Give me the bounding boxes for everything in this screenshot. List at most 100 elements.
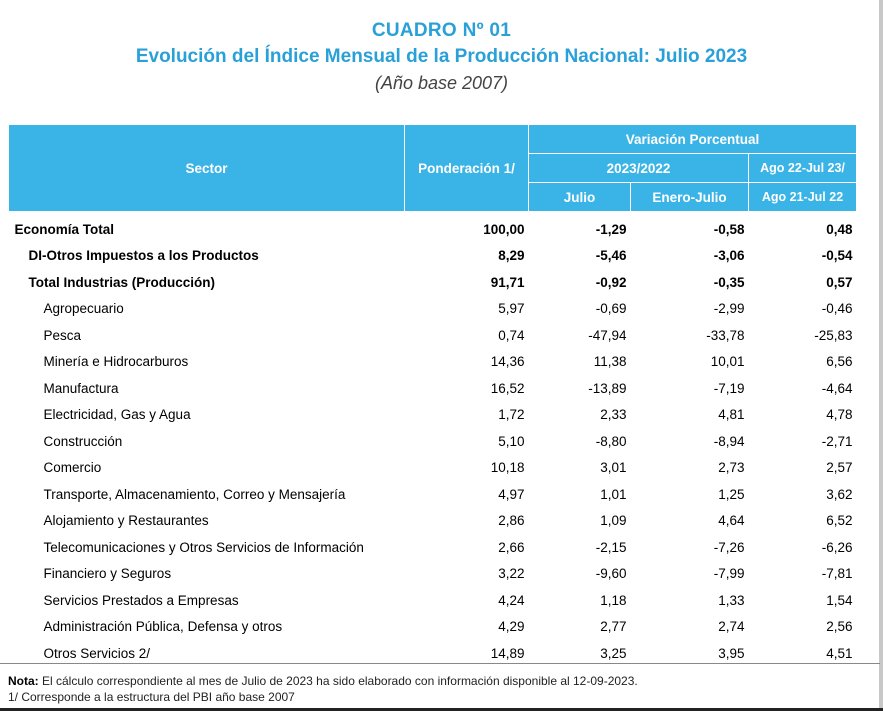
row-ponderacion: 0,74	[498, 327, 525, 343]
row-ponderacion: 91,71	[490, 274, 525, 290]
row-enero-julio: -0,58	[713, 221, 745, 237]
header-variacion: Variación Porcentual	[527, 124, 858, 154]
row-anual: 3,62	[826, 486, 853, 502]
row-ponderacion: 5,10	[498, 433, 525, 449]
row-ponderacion: 14,36	[490, 354, 525, 370]
row-sector: Transporte, Almacenamiento, Correo y Men…	[43, 486, 346, 502]
row-enero-julio: 3,95	[718, 645, 745, 661]
row-anual: -6,26	[821, 539, 853, 555]
row-enero-julio: -7,19	[713, 380, 745, 396]
row-ponderacion: 2,66	[498, 539, 525, 555]
table-body: Economía Total 100,00 -1,29 -0,58 0,48 D…	[9, 212, 857, 667]
row-enero-julio: 2,73	[718, 460, 745, 476]
row-sector: Comercio	[43, 460, 102, 476]
row-julio: -8,80	[595, 433, 627, 449]
row-anual: 6,52	[826, 513, 853, 529]
row-julio: -1,29	[595, 221, 627, 237]
row-ponderacion: 4,24	[498, 592, 525, 608]
row-enero-julio: 1,33	[718, 592, 745, 608]
row-julio: -5,46	[595, 248, 627, 264]
row-julio: 11,38	[593, 354, 627, 370]
table-row: Transporte, Almacenamiento, Correo y Men…	[9, 481, 857, 508]
table-row: Otros Servicios 2/ 14,89 3,25 3,95 4,51	[9, 640, 857, 667]
table-row: Total Industrias (Producción) 91,71 -0,9…	[9, 269, 857, 296]
row-ponderacion: 5,97	[498, 301, 525, 317]
row-ponderacion: 2,86	[498, 513, 525, 529]
notes-block: Nota: El cálculo correspondiente al mes …	[8, 673, 638, 705]
row-julio: 2,33	[600, 407, 627, 423]
row-sector: Financiero y Seguros	[43, 566, 172, 582]
row-julio: -0,92	[595, 274, 627, 290]
row-sector: Electricidad, Gas y Agua	[43, 407, 191, 423]
header-julio: Julio	[528, 182, 631, 212]
page-right-edge	[879, 0, 883, 711]
row-sector: Agropecuario	[43, 301, 124, 317]
table-row: Pesca 0,74 -47,94 -33,78 -25,83	[9, 322, 857, 349]
row-anual: 6,56	[826, 354, 853, 370]
data-table: Sector Ponderación 1/ Variación Porcentu…	[8, 124, 858, 667]
table-row: Servicios Prestados a Empresas 4,24 1,18…	[9, 587, 857, 614]
row-enero-julio: -33,78	[706, 327, 745, 343]
row-sector: Construcción	[43, 433, 123, 449]
row-julio: 2,77	[600, 619, 627, 635]
row-julio: 1,09	[600, 513, 627, 529]
table-title: Evolución del Índice Mensual de la Produ…	[135, 46, 748, 67]
row-anual: -0,46	[821, 301, 853, 317]
row-anual: 1,54	[826, 592, 853, 608]
row-sector: Manufactura	[43, 380, 119, 396]
row-ponderacion: 4,29	[498, 619, 525, 635]
row-anual: 0,48	[826, 221, 853, 237]
row-enero-julio: 1,25	[718, 486, 745, 502]
row-julio: -13,89	[588, 380, 627, 396]
table-row: Agropecuario 5,97 -0,69 -2,99 -0,46	[9, 296, 857, 323]
row-sector: Telecomunicaciones y Otros Servicios de …	[43, 539, 364, 555]
row-ponderacion: 8,29	[498, 248, 525, 264]
row-julio: -47,94	[588, 327, 627, 343]
row-julio: 3,01	[600, 460, 627, 476]
header-annual-top: Ago 22-Jul 23/	[747, 153, 858, 183]
table-row: DI-Otros Impuestos a los Productos 8,29 …	[9, 243, 857, 270]
row-anual: 4,51	[826, 645, 853, 661]
table-row: Telecomunicaciones y Otros Servicios de …	[9, 534, 857, 561]
table-row: Electricidad, Gas y Agua 1,72 2,33 4,81 …	[9, 402, 857, 429]
table-row: Minería e Hidrocarburos 14,36 11,38 10,0…	[9, 349, 857, 376]
row-anual: 2,56	[826, 619, 853, 635]
row-enero-julio: -0,35	[713, 274, 745, 290]
row-sector: Economía Total	[14, 221, 115, 237]
table-row: Comercio 10,18 3,01 2,73 2,57	[9, 455, 857, 482]
row-sector: Administración Pública, Defensa y otros	[43, 619, 283, 635]
table-header: Sector Ponderación 1/ Variación Porcentu…	[8, 124, 858, 212]
row-sector: Pesca	[43, 327, 82, 343]
row-sector: Minería e Hidrocarburos	[43, 354, 189, 370]
row-enero-julio: -7,26	[713, 539, 745, 555]
table-row: Construcción 5,10 -8,80 -8,94 -2,71	[9, 428, 857, 455]
table-number: CUADRO Nº 01	[371, 20, 512, 41]
row-enero-julio: -3,06	[713, 248, 745, 264]
row-julio: -9,60	[595, 566, 627, 582]
row-sector: DI-Otros Impuestos a los Productos	[28, 248, 259, 264]
row-anual: -2,71	[821, 433, 853, 449]
header-annual-bottom: Ago 21-Jul 22	[747, 182, 858, 212]
row-ponderacion: 10,18	[490, 460, 525, 476]
note-line: Nota: El cálculo correspondiente al mes …	[8, 673, 638, 689]
header-sector: Sector	[8, 124, 405, 212]
row-ponderacion: 4,97	[498, 486, 525, 502]
row-julio: 1,01	[600, 486, 627, 502]
row-ponderacion: 16,52	[490, 380, 525, 396]
table-row: Alojamiento y Restaurantes 2,86 1,09 4,6…	[9, 508, 857, 535]
row-anual: -4,64	[821, 380, 853, 396]
header-ponderacion: Ponderación 1/	[404, 124, 529, 212]
row-anual: -25,83	[814, 327, 853, 343]
row-sector: Otros Servicios 2/	[43, 645, 151, 661]
row-sector: Servicios Prestados a Empresas	[43, 592, 239, 608]
footnote: 1/ Corresponde a la estructura del PBI a…	[8, 690, 295, 704]
row-ponderacion: 3,22	[498, 566, 525, 582]
header-period: 2023/2022	[528, 153, 749, 183]
row-julio: -0,69	[595, 301, 627, 317]
row-sector: Alojamiento y Restaurantes	[43, 513, 209, 529]
page-bottom-edge	[0, 708, 883, 711]
notes-divider	[0, 663, 880, 664]
row-enero-julio: -8,94	[713, 433, 745, 449]
row-anual: 4,78	[826, 407, 853, 423]
row-enero-julio: -7,99	[713, 566, 745, 582]
